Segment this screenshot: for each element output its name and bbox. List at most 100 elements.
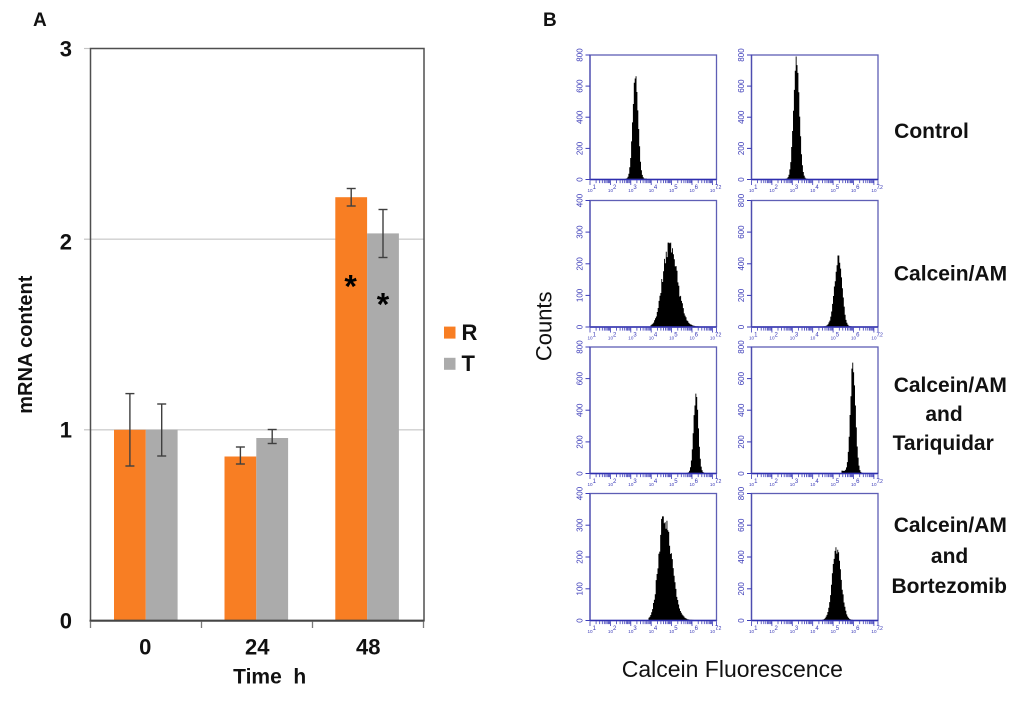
svg-text:103: 103 bbox=[628, 479, 637, 487]
svg-text:400: 400 bbox=[576, 193, 585, 207]
svg-text:600: 600 bbox=[737, 371, 746, 385]
svg-text:0: 0 bbox=[139, 634, 151, 659]
svg-text:48: 48 bbox=[356, 634, 380, 659]
svg-text:101: 101 bbox=[588, 333, 597, 341]
svg-text:104: 104 bbox=[649, 479, 658, 487]
svg-text:105: 105 bbox=[831, 479, 840, 487]
svg-text:800: 800 bbox=[737, 48, 746, 62]
svg-text:.2: .2 bbox=[717, 626, 721, 632]
svg-text:107: 107 bbox=[871, 333, 880, 341]
svg-text:101: 101 bbox=[749, 333, 758, 341]
svg-text:.2: .2 bbox=[879, 479, 883, 485]
svg-text:105: 105 bbox=[669, 626, 678, 634]
svg-text:A: A bbox=[33, 10, 47, 31]
svg-text:200: 200 bbox=[576, 550, 585, 564]
svg-text:104: 104 bbox=[810, 333, 819, 341]
svg-text:0: 0 bbox=[737, 471, 746, 476]
svg-text:200: 200 bbox=[737, 288, 746, 302]
svg-text:300: 300 bbox=[576, 518, 585, 532]
svg-text:Calcein Fluorescence: Calcein Fluorescence bbox=[622, 656, 843, 682]
svg-text:600: 600 bbox=[737, 518, 746, 532]
svg-text:103: 103 bbox=[790, 479, 799, 487]
svg-text:107: 107 bbox=[710, 479, 719, 487]
svg-text:400: 400 bbox=[576, 486, 585, 500]
svg-text:and: and bbox=[925, 403, 962, 426]
svg-text:.2: .2 bbox=[717, 333, 721, 339]
svg-text:102: 102 bbox=[769, 333, 778, 341]
svg-text:200: 200 bbox=[737, 141, 746, 155]
svg-text:106: 106 bbox=[851, 185, 860, 193]
svg-text:106: 106 bbox=[851, 479, 860, 487]
svg-text:106: 106 bbox=[690, 185, 699, 193]
svg-text:600: 600 bbox=[576, 79, 585, 93]
svg-text:Control: Control bbox=[894, 120, 969, 143]
svg-text:400: 400 bbox=[576, 403, 585, 417]
svg-text:102: 102 bbox=[608, 626, 617, 634]
svg-text:0: 0 bbox=[576, 618, 585, 623]
svg-text:105: 105 bbox=[831, 185, 840, 193]
svg-text:400: 400 bbox=[737, 403, 746, 417]
svg-text:200: 200 bbox=[737, 582, 746, 596]
svg-text:106: 106 bbox=[690, 479, 699, 487]
svg-text:800: 800 bbox=[737, 193, 746, 207]
svg-text:800: 800 bbox=[576, 340, 585, 354]
svg-text:200: 200 bbox=[737, 435, 746, 449]
svg-text:Calcein/AM: Calcein/AM bbox=[894, 374, 1007, 397]
svg-text:Calcein/AM: Calcein/AM bbox=[894, 262, 1007, 285]
svg-text:100: 100 bbox=[576, 288, 585, 302]
svg-text:.2: .2 bbox=[879, 185, 883, 191]
svg-text:103: 103 bbox=[790, 185, 799, 193]
svg-text:0: 0 bbox=[576, 471, 585, 476]
svg-text:0: 0 bbox=[737, 618, 746, 623]
svg-text:102: 102 bbox=[608, 479, 617, 487]
svg-text:101: 101 bbox=[749, 479, 758, 487]
svg-text:105: 105 bbox=[831, 333, 840, 341]
svg-text:104: 104 bbox=[649, 626, 658, 634]
svg-text:200: 200 bbox=[576, 257, 585, 271]
svg-text:103: 103 bbox=[628, 333, 637, 341]
svg-text:24: 24 bbox=[245, 634, 270, 659]
svg-text:400: 400 bbox=[737, 550, 746, 564]
svg-text:103: 103 bbox=[628, 626, 637, 634]
svg-text:0: 0 bbox=[60, 608, 72, 633]
svg-text:106: 106 bbox=[851, 626, 860, 634]
svg-text:0: 0 bbox=[576, 177, 585, 182]
svg-text:104: 104 bbox=[649, 185, 658, 193]
svg-text:107: 107 bbox=[710, 185, 719, 193]
svg-text:106: 106 bbox=[690, 626, 699, 634]
svg-text:102: 102 bbox=[769, 185, 778, 193]
svg-text:107: 107 bbox=[710, 333, 719, 341]
svg-text:400: 400 bbox=[737, 110, 746, 124]
svg-text:104: 104 bbox=[810, 626, 819, 634]
svg-text:102: 102 bbox=[769, 626, 778, 634]
svg-text:105: 105 bbox=[831, 626, 840, 634]
svg-text:and: and bbox=[931, 545, 968, 568]
svg-text:107: 107 bbox=[871, 626, 880, 634]
svg-text:*: * bbox=[344, 268, 357, 304]
svg-text:.2: .2 bbox=[717, 185, 721, 191]
svg-text:Tariquidar: Tariquidar bbox=[893, 432, 994, 455]
svg-text:3: 3 bbox=[60, 36, 72, 61]
svg-text:Bortezomib: Bortezomib bbox=[891, 575, 1007, 598]
svg-text:102: 102 bbox=[608, 185, 617, 193]
svg-text:102: 102 bbox=[769, 479, 778, 487]
svg-text:104: 104 bbox=[810, 479, 819, 487]
svg-text:.2: .2 bbox=[879, 626, 883, 632]
svg-text:102: 102 bbox=[608, 333, 617, 341]
svg-text:103: 103 bbox=[628, 185, 637, 193]
svg-text:1: 1 bbox=[60, 418, 72, 443]
svg-text:800: 800 bbox=[737, 340, 746, 354]
svg-text:600: 600 bbox=[576, 371, 585, 385]
svg-text:800: 800 bbox=[737, 486, 746, 500]
svg-text:104: 104 bbox=[810, 185, 819, 193]
svg-text:200: 200 bbox=[576, 141, 585, 155]
svg-text:107: 107 bbox=[871, 479, 880, 487]
svg-text:106: 106 bbox=[690, 333, 699, 341]
svg-text:0: 0 bbox=[576, 324, 585, 329]
svg-text:107: 107 bbox=[871, 185, 880, 193]
svg-text:400: 400 bbox=[737, 257, 746, 271]
svg-text:800: 800 bbox=[576, 48, 585, 62]
svg-text:101: 101 bbox=[749, 626, 758, 634]
svg-text:300: 300 bbox=[576, 225, 585, 239]
svg-text:200: 200 bbox=[576, 435, 585, 449]
